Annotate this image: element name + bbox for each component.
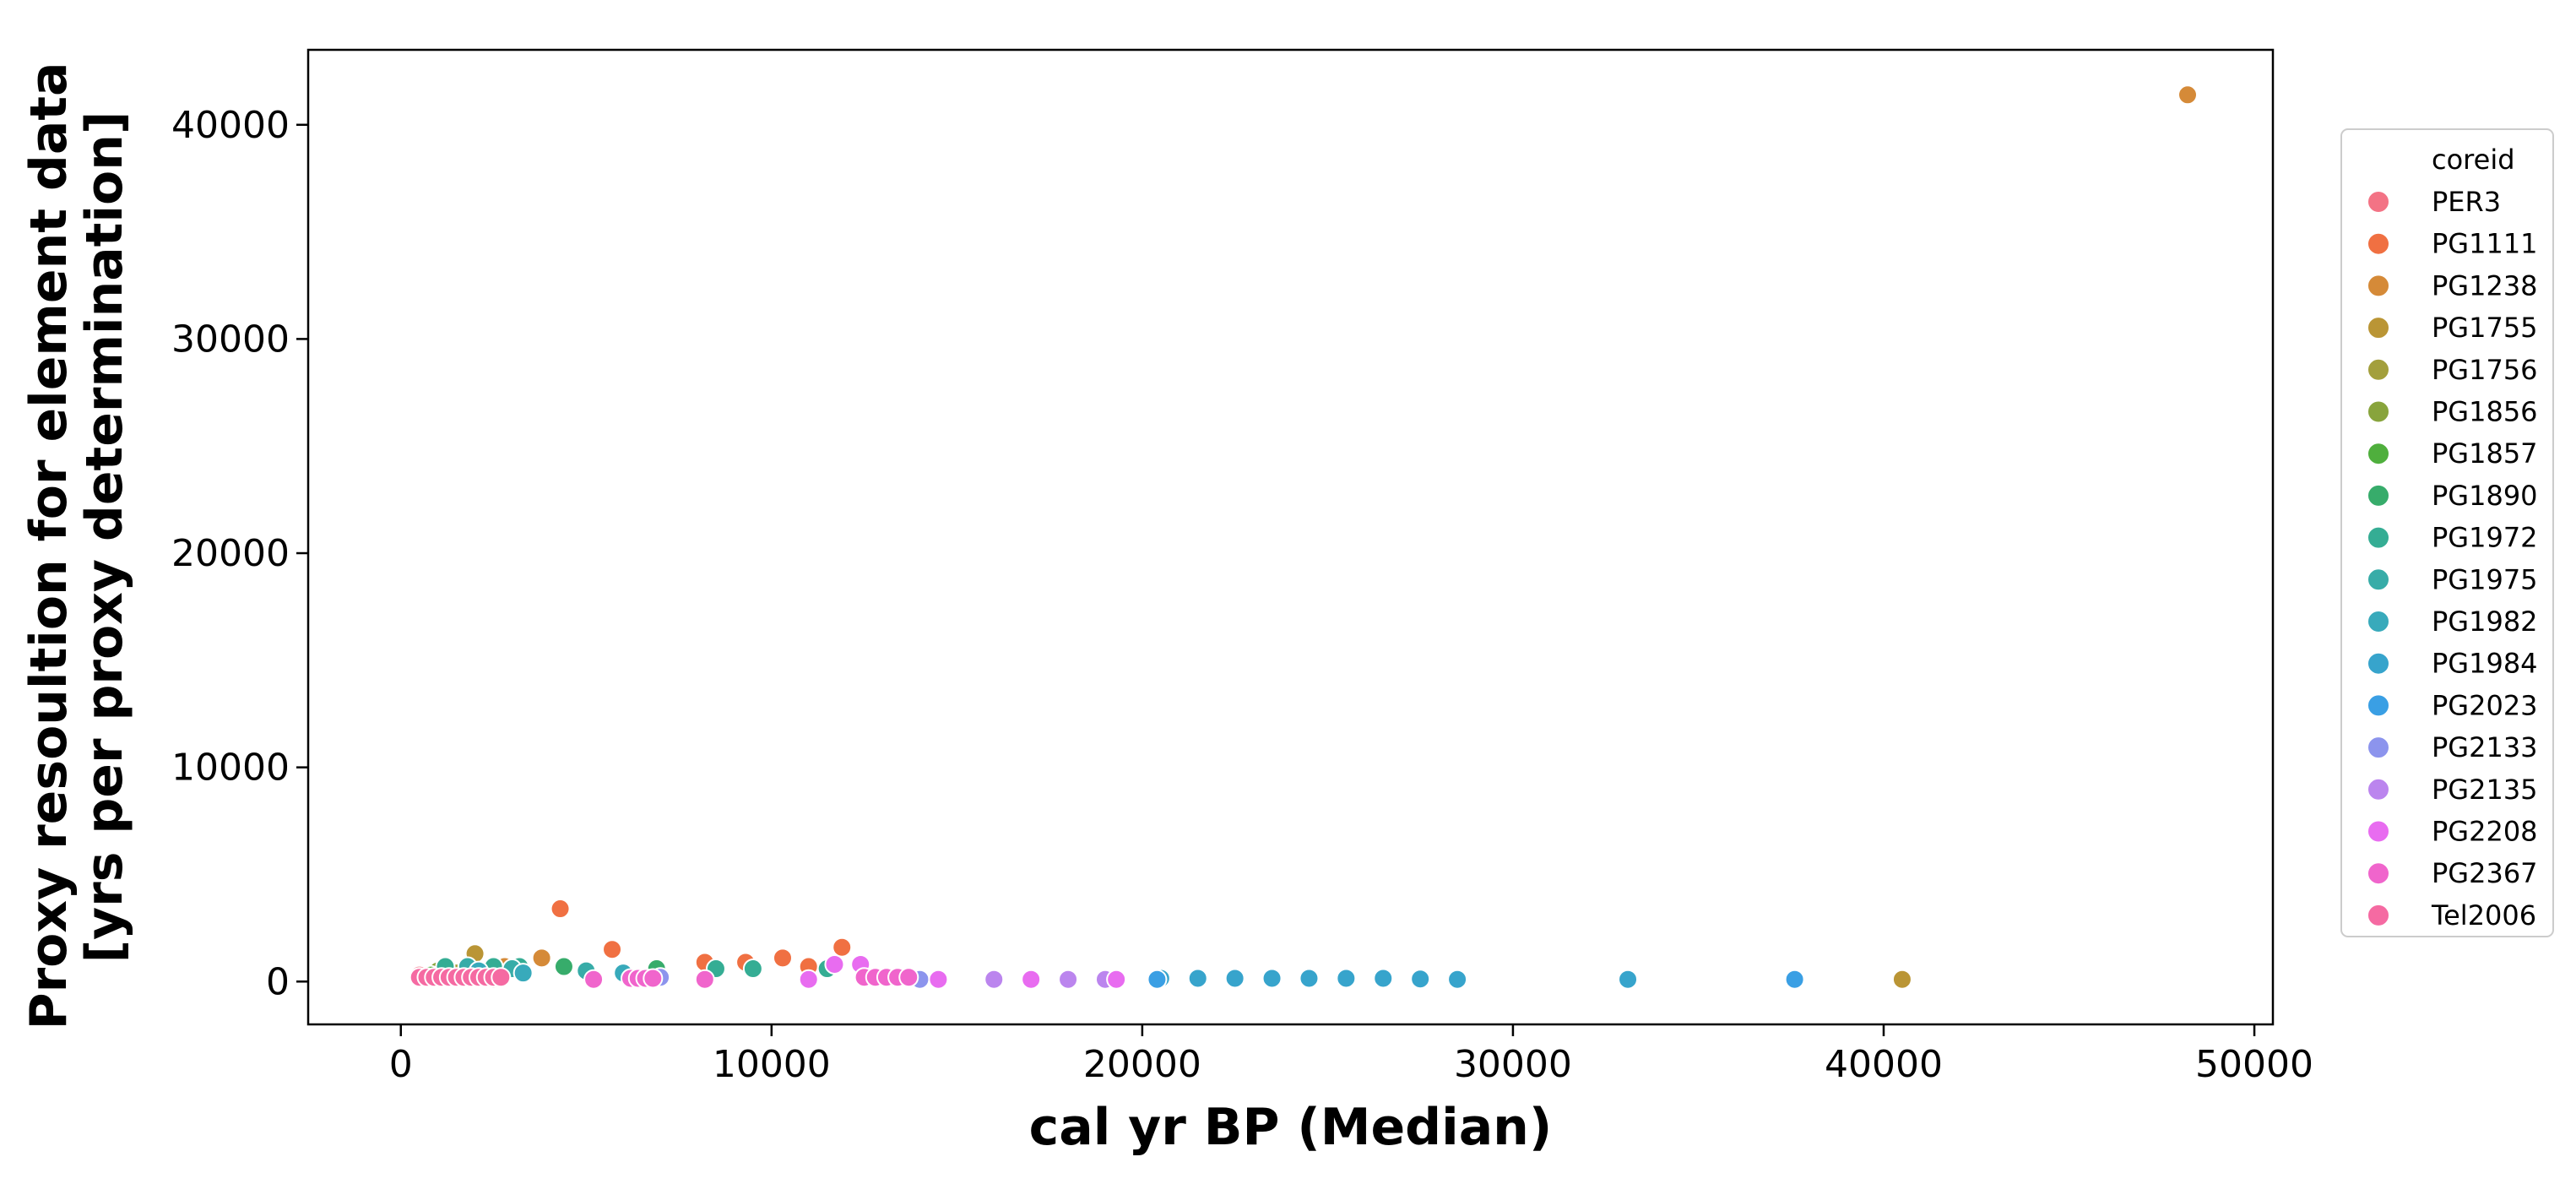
y-axis-label-line-2: [yrs per proxy determination] bbox=[75, 111, 134, 964]
point-1-6 bbox=[832, 937, 853, 958]
point-17-11 bbox=[491, 967, 512, 988]
legend-frame bbox=[2340, 128, 2554, 937]
x-tick-label: 20000 bbox=[1083, 1043, 1201, 1086]
point-1-1 bbox=[602, 939, 623, 960]
point-12-0 bbox=[1784, 969, 1805, 990]
legend-label: PER3 bbox=[2432, 186, 2501, 218]
legend-marker bbox=[2367, 736, 2390, 760]
legend: coreid PER3 PG1111 PG1238 PG1755 PG1756 PG185… bbox=[2340, 128, 2554, 937]
legend-marker bbox=[2367, 231, 2390, 256]
legend-marker bbox=[2367, 777, 2390, 801]
legend-marker bbox=[2367, 399, 2390, 424]
legend-label: PG2367 bbox=[2432, 857, 2538, 889]
y-tick-label: 40000 bbox=[171, 104, 290, 147]
legend-label: Tel2006 bbox=[2431, 899, 2536, 931]
legend-marker bbox=[2367, 442, 2390, 466]
legend-marker bbox=[2367, 819, 2390, 844]
point-16-8 bbox=[643, 968, 664, 989]
legend-label: PG1984 bbox=[2432, 648, 2538, 680]
legend-marker bbox=[2367, 568, 2390, 592]
point-12-1 bbox=[1147, 969, 1168, 990]
legend-label: PG1756 bbox=[2432, 354, 2538, 386]
point-11-2 bbox=[1224, 968, 1245, 989]
legend-marker bbox=[2367, 693, 2390, 718]
x-tick-label: 10000 bbox=[713, 1043, 831, 1086]
legend-label: PG2023 bbox=[2432, 689, 2538, 721]
legend-label: PG1982 bbox=[2432, 606, 2538, 638]
legend-marker bbox=[2367, 483, 2390, 508]
point-11-7 bbox=[1410, 969, 1431, 990]
x-axis-label: cal yr BP (Median) bbox=[1029, 1098, 1553, 1157]
y-tick-label: 30000 bbox=[171, 318, 290, 361]
legend-marker bbox=[2367, 861, 2390, 886]
point-8-4 bbox=[742, 959, 763, 980]
point-15-4 bbox=[928, 969, 949, 990]
legend-label: PG2135 bbox=[2432, 774, 2538, 806]
point-7-0 bbox=[553, 956, 574, 977]
point-1-0 bbox=[550, 899, 571, 920]
legend-marker bbox=[2367, 651, 2390, 676]
legend-label: PG1975 bbox=[2432, 563, 2538, 595]
point-16-4 bbox=[898, 967, 919, 988]
point-11-4 bbox=[1299, 968, 1320, 989]
point-1-4 bbox=[772, 948, 793, 969]
point-11-6 bbox=[1373, 968, 1394, 989]
data-points bbox=[409, 84, 2199, 990]
point-15-2 bbox=[824, 953, 845, 975]
point-3-0 bbox=[1891, 969, 1912, 990]
x-tick-label: 0 bbox=[389, 1043, 413, 1086]
legend-marker bbox=[2367, 610, 2390, 633]
y-tick-label: 20000 bbox=[171, 532, 290, 575]
y-axis-label: Proxy resoultion for element data [yrs p… bbox=[19, 45, 134, 1030]
point-14-0 bbox=[984, 969, 1005, 990]
point-11-8 bbox=[1447, 969, 1468, 990]
legend-marker bbox=[2367, 525, 2390, 550]
legend-label: PG2133 bbox=[2432, 731, 2538, 763]
point-11-3 bbox=[1261, 968, 1283, 989]
point-15-5 bbox=[1021, 969, 1042, 990]
point-14-1 bbox=[1058, 969, 1079, 990]
legend-label: PG1972 bbox=[2432, 522, 2538, 554]
x-tick-label: 40000 bbox=[1825, 1043, 1943, 1086]
y-axis-label-line-1: Proxy resoultion for element data bbox=[19, 62, 79, 1029]
legend-marker bbox=[2367, 357, 2390, 382]
point-16-9 bbox=[694, 969, 715, 990]
x-tick-label: 30000 bbox=[1454, 1043, 1572, 1086]
x-axis-ticks: 0 10000 20000 30000 40000 50000 bbox=[389, 1024, 2313, 1086]
legend-marker bbox=[2367, 903, 2390, 927]
legend-label: PG1238 bbox=[2432, 269, 2538, 301]
legend-title: coreid bbox=[2432, 144, 2515, 176]
y-tick-label: 0 bbox=[266, 960, 290, 1003]
point-2-1 bbox=[531, 948, 552, 969]
legend-marker bbox=[2367, 274, 2390, 298]
point-11-9 bbox=[1618, 969, 1639, 990]
point-11-5 bbox=[1336, 968, 1357, 989]
plot-area bbox=[306, 48, 2275, 1026]
legend-marker bbox=[2367, 316, 2390, 340]
point-2-0 bbox=[2177, 84, 2199, 106]
legend-label: PG1890 bbox=[2432, 480, 2538, 512]
point-10-1 bbox=[512, 963, 534, 984]
point-16-10 bbox=[583, 969, 605, 990]
legend-label: PG1111 bbox=[2432, 228, 2538, 260]
y-axis-ticks: 0 10000 20000 30000 40000 bbox=[171, 104, 308, 1003]
legend-label: PG1857 bbox=[2432, 437, 2538, 470]
legend-label: PG2208 bbox=[2432, 816, 2538, 848]
point-11-1 bbox=[1187, 968, 1208, 989]
legend-label: PG1755 bbox=[2432, 312, 2538, 344]
legend-marker bbox=[2367, 190, 2390, 214]
x-tick-label: 50000 bbox=[2195, 1043, 2313, 1086]
point-15-1 bbox=[798, 969, 819, 990]
point-15-0 bbox=[1106, 969, 1127, 990]
y-tick-label: 10000 bbox=[171, 747, 290, 790]
legend-items: PER3 PG1111 PG1238 PG1755 PG1756 PG1856 PG1857… bbox=[2367, 186, 2538, 931]
legend-label: PG1856 bbox=[2432, 396, 2538, 428]
